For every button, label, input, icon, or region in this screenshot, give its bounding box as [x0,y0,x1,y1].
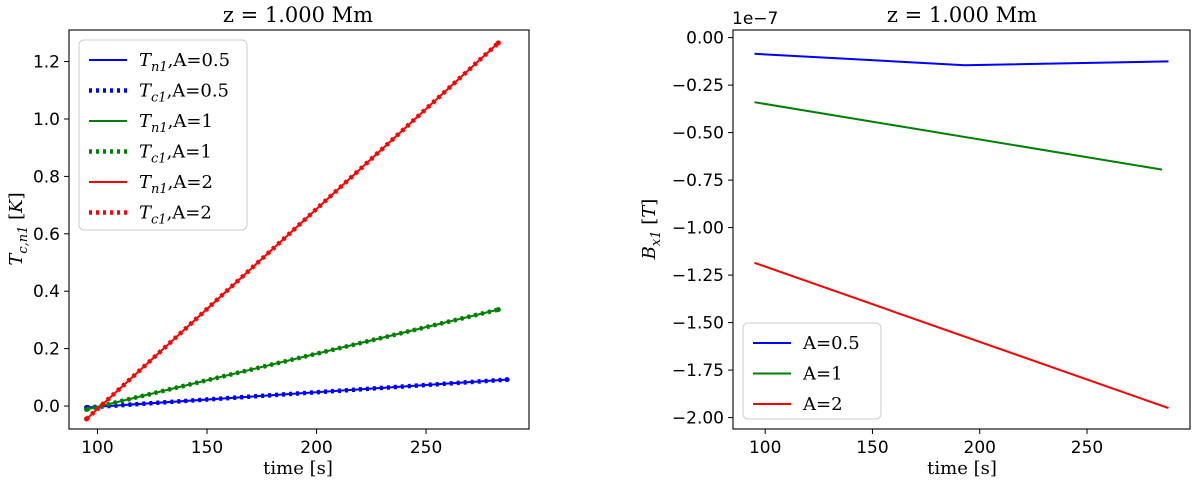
left-x-tick-label: 150 [191,438,223,458]
right-ticks: 100 150 200 250 0.00 −0.25 −0.50 −0.75 −1.00 −1.2… [672,29,1103,458]
right-y-tick-label: −1.00 [672,219,724,239]
left-chart: z = 1.000 Mm 100 150 200 250 0.0 0.2 0.4 0.6 0.8… [6,3,530,479]
right-y-tick-label: −0.75 [672,171,724,191]
right-x-axis-label: time [s] [927,458,997,479]
right-legend-label-0: A=0.5 [802,333,860,354]
left-chart-title: z = 1.000 Mm [223,3,373,27]
right-y-tick-label: −1.75 [672,361,724,381]
left-y-tick-label: 0.2 [33,340,60,360]
right-x-tick-label: 100 [749,438,781,458]
right-y-axis-label: Bx1 [T] [639,199,664,261]
right-x-tick-label: 250 [1071,438,1103,458]
left-series-line-1 [86,377,508,410]
left-legend-label-1: Tc1,A=0.5 [139,81,229,106]
right-series-line-1 [754,101,1163,171]
left-y-tick-label: 1.0 [33,110,60,130]
left-axes-frame [68,29,530,430]
left-plot-area: 100 150 200 250 0.0 0.2 0.4 0.6 0.8 1.0 1.2 [33,29,530,458]
left-legend-label-2: Tn1,A=1 [139,111,213,136]
right-y-tick-label: 0.00 [686,29,724,49]
right-chart: z = 1.000 Mm 1e−7 100 150 200 250 0.00 −0.25 −… [639,3,1191,479]
right-x-tick-label: 200 [964,438,996,458]
right-y-tick-label: −1.50 [672,314,724,334]
right-axes-frame [732,29,1191,430]
right-series-line-2 [754,261,1169,410]
right-legend-label-1: A=1 [802,364,843,385]
left-series-start-point-5 [84,416,90,422]
left-x-tick-label: 250 [410,438,442,458]
left-y-tick-label: 0.6 [33,225,60,245]
left-y-tick-label: 0.0 [33,397,60,417]
left-series-end-point-5 [495,40,501,46]
right-legend-box [742,322,882,420]
right-y-offset-text: 1e−7 [732,9,778,29]
right-y-tick-label: −2.00 [672,409,724,429]
left-series-end-point-3 [495,307,501,313]
left-y-tick-label: 0.4 [33,282,60,302]
left-legend-label-5: Tc1,A=2 [139,203,212,228]
right-legend: A=0.5 A=1 A=2 [742,322,882,420]
left-series-group [84,40,510,422]
left-legend-label-3: Tc1,A=1 [139,142,212,167]
left-x-tick-label: 200 [300,438,332,458]
left-legend-label-0: Tn1,A=0.5 [139,50,230,75]
right-x-tick-label: 150 [856,438,888,458]
left-y-tick-label: 1.2 [33,53,60,73]
right-legend-label-2: A=2 [802,394,843,415]
left-legend-label-4: Tn1,A=2 [139,172,213,197]
right-series-group [754,52,1169,410]
right-y-tick-label: −0.25 [672,76,724,96]
left-series-line-3 [85,307,499,412]
right-y-tick-label: −0.50 [672,124,724,144]
right-y-tick-label: −1.25 [672,266,724,286]
left-series-start-point-3 [84,406,90,412]
left-y-tick-label: 0.8 [33,167,60,187]
right-chart-title: z = 1.000 Mm [887,3,1037,27]
right-series-line-0 [754,52,1169,67]
left-x-axis-label: time [s] [263,458,333,479]
left-x-tick-label: 100 [81,438,113,458]
left-legend: Tn1,A=0.5 Tc1,A=0.5 Tn1,A=1 Tc1,A=1 Tn1,A=2 T… [78,39,248,231]
left-series-line-5 [84,41,500,421]
left-y-axis-label: Tc,n1 [K] [6,192,31,265]
right-plot-area: 100 150 200 250 0.00 −0.25 −0.50 −0.75 −1.00 −1.2… [672,29,1191,458]
left-series-end-point-1 [504,377,510,383]
left-ticks: 100 150 200 250 0.0 0.2 0.4 0.6 0.8 1.0 1.2 [33,53,442,458]
